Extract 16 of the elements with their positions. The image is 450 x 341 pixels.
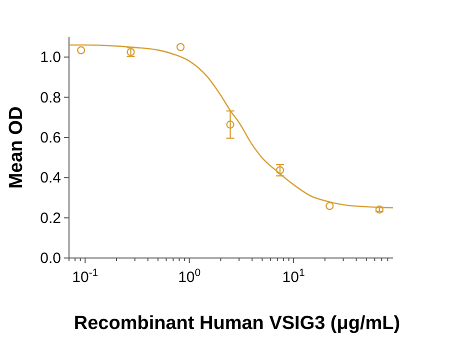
y-tick-label: 0.8 (40, 89, 61, 106)
x-tick-label: 10$^{1}$ (282, 267, 305, 286)
y-axis-title: Mean OD (6, 106, 27, 189)
point (176, 42, 185, 52)
y-tick-label: 0.4 (40, 170, 61, 187)
point (326, 202, 334, 210)
point (226, 120, 234, 129)
point (276, 166, 284, 174)
y-tick-label: 0.2 (40, 210, 61, 227)
x-tick-label: 10$^{0}$ (178, 267, 201, 286)
x-axis-title: Recombinant Human VSIG3 (μg/mL) (74, 313, 400, 334)
y-tick-label: 0.6 (40, 129, 61, 146)
point (76, 46, 86, 54)
y-tick-label: 1.0 (40, 49, 61, 66)
y-tick-label: 0.0 (40, 250, 61, 267)
x-tick-label: 10$^{-1}$ (72, 267, 98, 286)
